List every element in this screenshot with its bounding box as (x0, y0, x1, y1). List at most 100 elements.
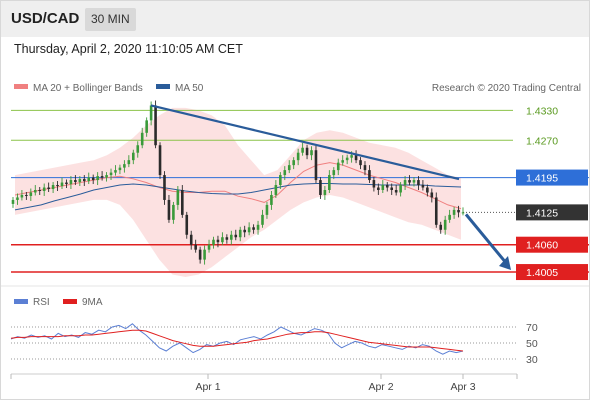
candle-body (118, 167, 122, 171)
candle-body (394, 190, 398, 193)
candle-body (412, 180, 416, 183)
price-labels: 1.4330 1.4270 1.4195 1.4060 1.4005 1.4125 (516, 105, 588, 281)
candle-body (279, 175, 282, 186)
candle-body (243, 229, 246, 233)
rsi-legend-swatch (14, 299, 28, 304)
candle-body (154, 105, 157, 146)
rsi-level-label-30: 30 (526, 354, 538, 366)
candle-body (359, 160, 362, 166)
candle-body (439, 224, 443, 230)
ma20-legend-label: MA 20 + Bollinger Bands (33, 83, 143, 94)
candle-body (198, 249, 202, 260)
candle-body (189, 234, 193, 245)
x-tick-label: Apr 2 (368, 381, 393, 393)
symbol-label: USD/CAD (11, 10, 80, 27)
credit-text: Research © 2020 Trading Central (432, 83, 581, 94)
candle-body (377, 187, 380, 190)
forecast-arrow-shaft (464, 213, 509, 266)
candle-body (390, 187, 394, 190)
candle-body (20, 194, 24, 198)
candle-body (457, 209, 460, 213)
candle-body (452, 209, 456, 215)
candle-body (167, 199, 171, 220)
rsi-level-label-70: 70 (526, 322, 538, 334)
candle-body (47, 187, 50, 190)
candle-body (33, 190, 37, 193)
candle-body (87, 177, 91, 182)
candle-body (145, 120, 148, 133)
candle-body (163, 175, 166, 200)
candle-body (230, 234, 233, 240)
ma20-legend-swatch (14, 84, 28, 89)
candle-body (136, 145, 140, 153)
candle-body (56, 185, 59, 187)
candle-body (448, 214, 451, 220)
candle-body (172, 204, 175, 220)
candle-body (301, 147, 304, 153)
candle-body (225, 237, 229, 240)
candle-body (310, 150, 313, 156)
bollinger-band (15, 107, 461, 278)
candle-body (127, 160, 131, 165)
candle-body (314, 150, 318, 181)
candle-body (82, 179, 86, 182)
candle-body (131, 152, 135, 161)
level-label-1.4195: 1.4195 (526, 173, 558, 185)
candle-body (105, 175, 108, 178)
candle-body (319, 180, 322, 195)
candle-body (234, 234, 238, 238)
candle-body (16, 197, 19, 200)
candle-body (336, 162, 340, 171)
candle-body (185, 214, 189, 235)
bollinger-fill (15, 107, 461, 278)
candle-body (96, 176, 99, 181)
candle-body (69, 180, 73, 185)
ma50-legend-swatch (156, 84, 170, 89)
ma50-line (14, 183, 462, 211)
candle-body (421, 185, 425, 188)
candle-body (216, 239, 220, 243)
candle-body (74, 180, 77, 183)
interval-button[interactable]: 30 MIN (85, 8, 136, 31)
candle-body (176, 190, 180, 205)
candle-body (123, 164, 126, 168)
candle-body (149, 105, 153, 121)
level-label-1.4330: 1.4330 (526, 105, 558, 117)
candle-body (238, 229, 242, 238)
candle-body (417, 180, 420, 186)
candle-body (60, 182, 64, 187)
candle-body (261, 214, 264, 225)
candle-body (363, 165, 367, 171)
candle-body (11, 199, 15, 204)
candle-body (221, 237, 224, 243)
candle-body (100, 176, 104, 178)
candle-body (109, 172, 113, 176)
candle-body (78, 179, 82, 183)
candle-body (38, 190, 42, 191)
candle-body (296, 152, 300, 161)
candle-body (274, 185, 278, 195)
candle-body (403, 180, 407, 186)
level-label-1.4005: 1.4005 (526, 267, 558, 279)
rsi-ma-legend-label: 9MA (82, 297, 103, 308)
candle-body (42, 187, 46, 191)
rsi-panel: 70 50 30 (10, 322, 538, 366)
candle-body (181, 190, 184, 215)
annotations (150, 104, 511, 271)
rsi-level-label-50: 50 (526, 338, 538, 350)
candle-body (140, 132, 144, 146)
candle-body (461, 212, 465, 214)
current-price-label: 1.4125 (526, 207, 558, 219)
candle-body (305, 147, 309, 156)
level-label-1.4060: 1.4060 (526, 240, 558, 252)
ma50-legend-label: MA 50 (175, 83, 204, 94)
candle-body (29, 192, 33, 196)
level-tag-1.4060 (516, 236, 588, 253)
forecast-arrow-head (499, 256, 511, 271)
x-tick-label: Apr 1 (195, 381, 220, 393)
candle-body (283, 170, 287, 176)
candle-body (372, 180, 376, 188)
rsi-ma-legend-swatch (63, 299, 77, 304)
candle-body (91, 177, 95, 181)
